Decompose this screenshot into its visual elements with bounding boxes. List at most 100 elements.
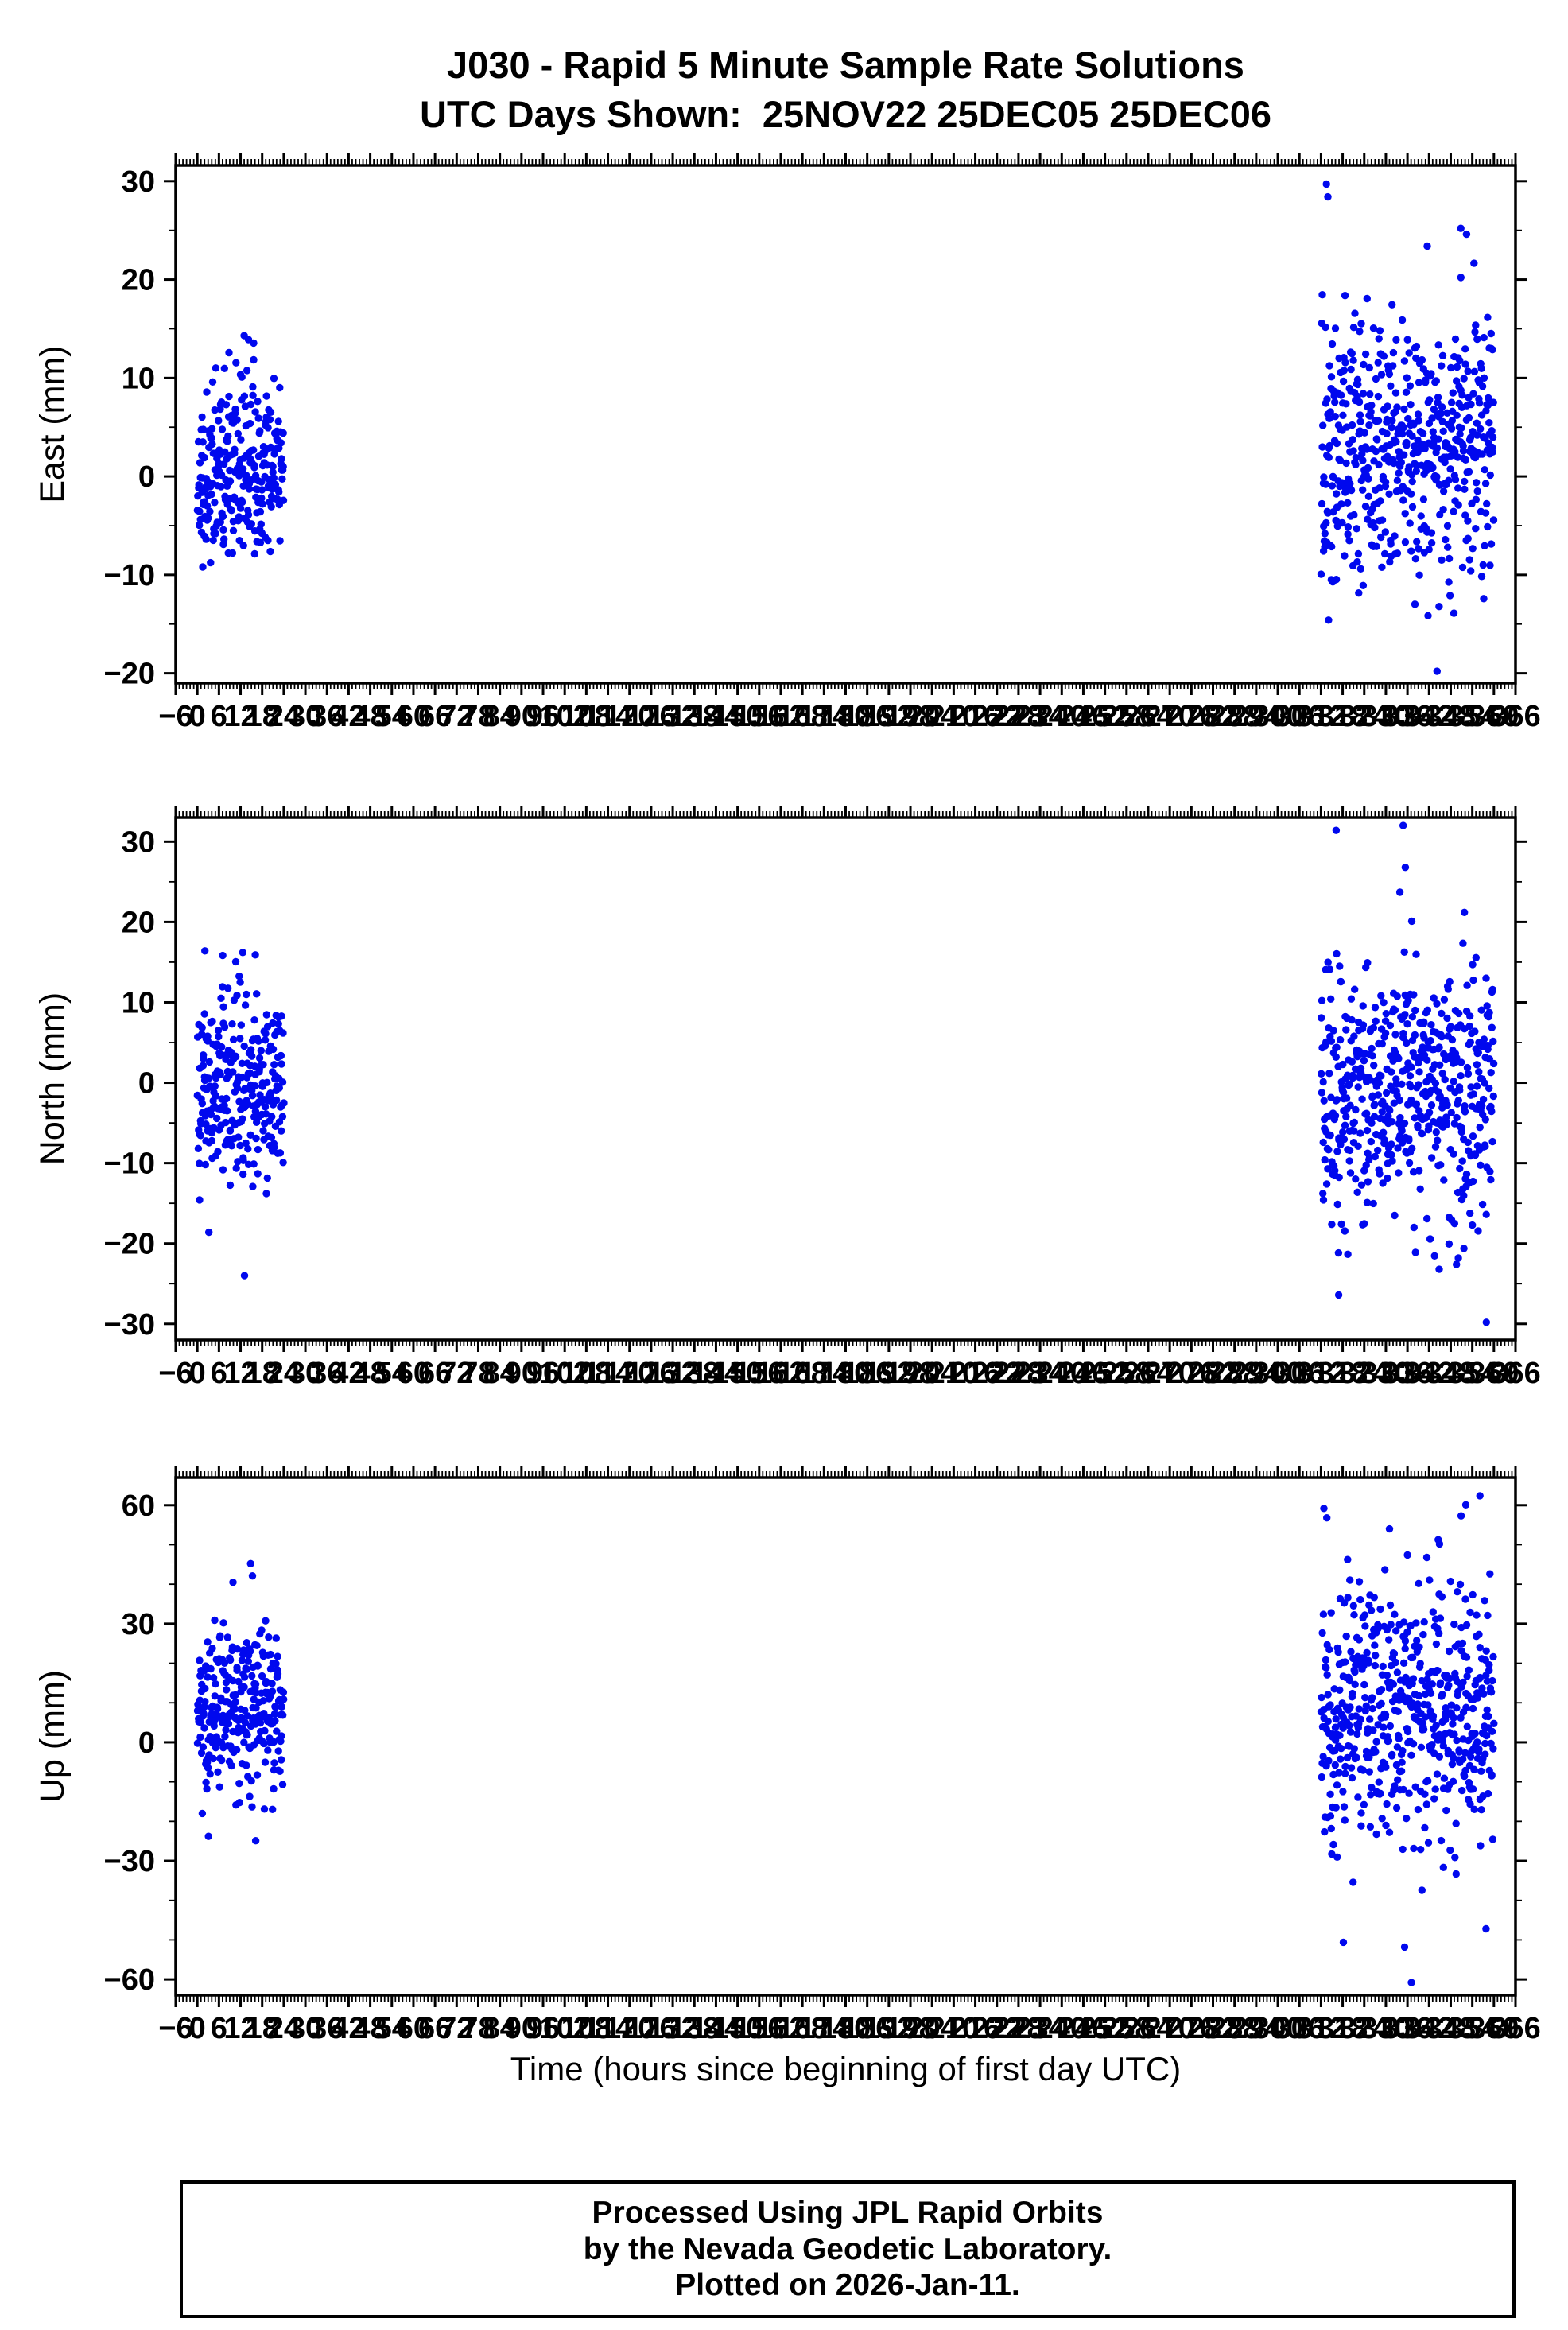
x-tick-label: 66 — [418, 2012, 452, 2045]
x-tick-label: 324 — [1339, 700, 1389, 733]
x-tick-label: 144 — [691, 1357, 741, 1390]
x-tick-label: 66 — [418, 1357, 452, 1390]
x-tick-label: 354 — [1447, 1357, 1497, 1390]
plot-title-line1: J030 - Rapid 5 Minute Sample Rate Soluti… — [447, 44, 1244, 86]
x-tick-label: 30 — [289, 2012, 322, 2045]
x-tick-label: 114 — [584, 700, 632, 733]
x-tick-label: 186 — [842, 2012, 892, 2045]
x-tick-label: 102 — [539, 2012, 589, 2045]
plot-title-line2: UTC Days Shown: 25NOV22 25DEC05 25DEC06 — [420, 93, 1271, 135]
x-tick-label: 24 — [267, 700, 301, 733]
x-tick-label: 6 — [211, 1357, 227, 1390]
x-tick-label: 18 — [246, 700, 279, 733]
x-tick-label: 186 — [842, 700, 892, 733]
x-tick-label: 318 — [1318, 2012, 1368, 2045]
x-tick-label: 228 — [993, 1357, 1043, 1390]
x-tick-label: 90 — [505, 700, 538, 733]
x-tick-label: 54 — [375, 2012, 409, 2045]
x-tick-label: 180 — [821, 1357, 871, 1390]
x-tick-label: 276 — [1166, 1357, 1217, 1390]
x-tick-label: 306 — [1275, 2012, 1325, 2045]
y-tick-label: 0 — [138, 1067, 155, 1101]
x-tick-label: 204 — [907, 1357, 957, 1390]
x-tick-label: 174 — [799, 1357, 849, 1390]
scatter-points — [193, 1492, 1498, 1986]
x-tick-label: 336 — [1382, 1357, 1432, 1390]
x-tick-label: 204 — [907, 700, 957, 733]
x-tick-label: 360 — [1469, 700, 1519, 733]
x-tick-label: 120 — [604, 1357, 654, 1390]
x-tick-label: 102 — [539, 700, 589, 733]
x-tick-label: 282 — [1188, 1357, 1238, 1390]
x-tick-label: 300 — [1252, 2012, 1302, 2045]
x-tick-label: 42 — [332, 700, 365, 733]
x-tick-label: 0 — [189, 1357, 206, 1390]
x-tick-label: 162 — [755, 1357, 805, 1390]
x-tick-label: 0 — [189, 2012, 206, 2045]
x-tick-label: 198 — [885, 2012, 935, 2045]
y-tick-label: −30 — [104, 1845, 155, 1878]
x-tick-label: 222 — [972, 700, 1022, 733]
x-tick-label: 96 — [526, 1357, 560, 1390]
x-tick-label: 84 — [483, 2012, 517, 2045]
x-tick-label: 126 — [626, 1357, 676, 1390]
x-tick-label: 300 — [1252, 700, 1302, 733]
x-tick-label: 294 — [1231, 2012, 1281, 2045]
x-tick-label: 240 — [1037, 1357, 1087, 1390]
x-tick-label: 282 — [1188, 700, 1238, 733]
x-tick-label: 18 — [246, 1357, 279, 1390]
ticks: −60 6121824303642485460667278849096102108… — [104, 153, 1541, 733]
x-tick-label: 360 — [1469, 1357, 1519, 1390]
x-tick-label: 252 — [1080, 700, 1130, 733]
x-tick-label: 198 — [885, 700, 935, 733]
x-tick-label: 78 — [461, 2012, 495, 2045]
x-tick-label: 108 — [561, 700, 611, 733]
x-tick-label: 60 — [397, 700, 430, 733]
x-tick-label: 234 — [1015, 700, 1065, 733]
x-tick-label: 312 — [1296, 2012, 1346, 2045]
plot-frame — [174, 1476, 1517, 1997]
y-axis-title: East (mm) — [33, 345, 72, 503]
x-tick-label: 144 — [691, 700, 741, 733]
ticks: −60 6121824303642485460667278849096102108… — [104, 806, 1541, 1390]
x-tick-label: 126 — [626, 2012, 676, 2045]
x-tick-label: 252 — [1080, 1357, 1130, 1390]
x-tick-label: 174 — [799, 700, 849, 733]
x-tick-label: 210 — [929, 2012, 979, 2045]
scatter-points — [193, 180, 1498, 675]
x-tick-label: 42 — [332, 1357, 365, 1390]
north-panel: −60 6121824303642485460667278849096102108… — [33, 806, 1541, 1390]
x-tick-label: 150 — [712, 2012, 763, 2045]
x-tick-label: 186 — [842, 1357, 892, 1390]
x-tick-label: 168 — [777, 2012, 827, 2045]
x-tick-label: 342 — [1404, 1357, 1454, 1390]
y-tick-label: −20 — [104, 658, 155, 691]
footer-line2: by the Nevada Geodetic Laboratory. — [583, 2231, 1112, 2266]
x-tick-label: 108 — [561, 2012, 611, 2045]
x-tick-label: 348 — [1426, 700, 1476, 733]
x-tick-label: 126 — [626, 700, 676, 733]
x-tick-label: 156 — [734, 2012, 784, 2045]
x-tick-label: 72 — [440, 2012, 473, 2045]
x-tick-label: 210 — [929, 700, 979, 733]
x-tick-label: 66 — [418, 700, 452, 733]
x-tick-label: 288 — [1209, 1357, 1259, 1390]
x-tick-label: 342 — [1404, 2012, 1454, 2045]
x-tick-label: 12 — [223, 2012, 257, 2045]
x-tick-label: 288 — [1209, 2012, 1259, 2045]
x-tick-label: 246 — [1058, 2012, 1108, 2045]
x-tick-label: 12 — [223, 700, 257, 733]
x-tick-label: 270 — [1144, 1357, 1194, 1390]
x-tick-label: 192 — [864, 1357, 914, 1390]
x-tick-label: 234 — [1015, 1357, 1065, 1390]
x-axis-title: Time (hours since beginning of first day… — [510, 2050, 1182, 2087]
x-tick-label: 270 — [1144, 2012, 1194, 2045]
x-tick-label: 336 — [1382, 700, 1432, 733]
x-tick-label: 258 — [1101, 700, 1151, 733]
y-tick-label: 0 — [138, 1726, 155, 1760]
x-tick-label: 300 — [1252, 1357, 1302, 1390]
x-tick-label: 138 — [670, 2012, 720, 2045]
x-tick-label: 264 — [1123, 700, 1173, 733]
x-tick-label: 216 — [950, 700, 1000, 733]
x-tick-label: 72 — [440, 700, 473, 733]
